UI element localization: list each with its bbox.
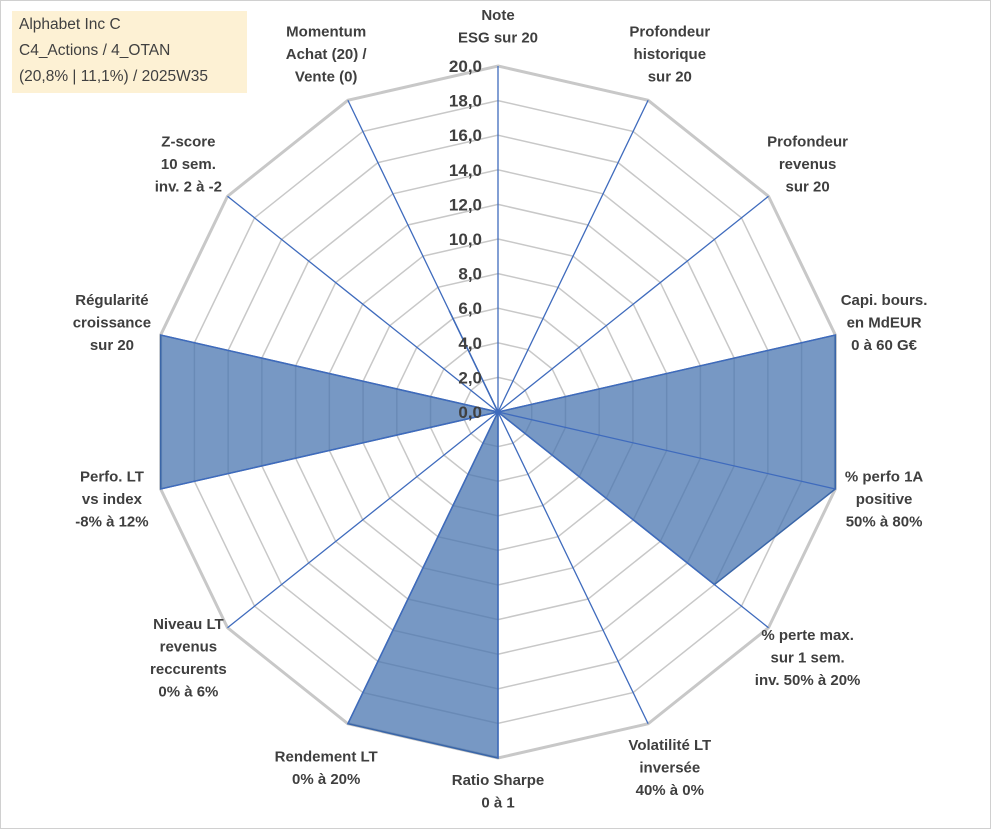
axis-label-line: revenus [779,156,837,173]
axis-label: % perte max. sur 1 sem. inv. 50% à 20% [755,627,861,689]
axis-label: Profondeur revenus sur 20 [767,133,848,195]
axis-label-line: sur 20 [648,68,692,85]
axis-label-line: inversée [639,760,700,777]
axis-label: Capi. bours. en MdEUR 0 à 60 G€ [841,292,928,354]
category-label: C4_Actions / 4_OTAN [19,42,170,60]
axis-label-line: Volatilité LT [628,737,711,754]
axis-label-line: Vente (0) [295,68,358,85]
axis-label-line: Perfo. LT [80,468,144,485]
axis-label-line: Rendement LT [275,748,378,765]
axis-label-line: Profondeur [629,23,710,40]
tick-label: 18,0 [449,92,482,111]
stock-name: Alphabet Inc C [19,16,121,34]
axis-label: Volatilité LT inversée 40% à 0% [628,737,711,799]
axis-label-line: 50% à 80% [846,513,923,530]
tick-label: 10,0 [449,230,482,249]
axis-label-line: Niveau LT [153,616,224,633]
tick-label: 20,0 [449,57,482,76]
axis-label-line: Ratio Sharpe [452,772,545,789]
axis-label-line: Momentum [286,23,366,40]
axis-label-line: positive [856,491,913,508]
axis-label-line: Profondeur [767,133,848,150]
axis-label: % perfo 1A positive 50% à 80% [845,468,924,530]
axis-label-line: Achat (20) / [286,46,368,63]
axis-label-line: Capi. bours. [841,292,928,309]
tick-label: 16,0 [449,126,482,145]
tick-label: 4,0 [458,334,482,353]
axis-label-line: 40% à 0% [636,782,704,799]
axis-label: Profondeur historique sur 20 [629,23,710,85]
axis-label-line: inv. 2 à -2 [155,178,222,195]
axis-label-line: 0 à 1 [481,795,514,812]
axis-label-line: Note [481,7,514,24]
axis-label: Z-score 10 sem. inv. 2 à -2 [155,133,222,195]
axis-label: Régularité croissance sur 20 [73,292,151,354]
axis-label-line: vs index [82,491,143,508]
axis-label-line: Régularité [75,292,148,309]
axis-label-line: sur 20 [90,337,134,354]
tick-label: 0,0 [458,403,482,422]
axis-label-line: revenus [160,638,218,655]
axis-label-line: -8% à 12% [75,513,148,530]
axis-label-line: en MdEUR [847,315,922,332]
tick-label: 2,0 [458,368,482,387]
info-box: Alphabet Inc C C4_Actions / 4_OTAN (20,8… [12,11,247,93]
tick-label: 8,0 [458,265,482,284]
axis-label: Rendement LT 0% à 20% [275,748,378,788]
tick-label: 12,0 [449,195,482,214]
axis-label-line: historique [634,46,707,63]
axis-label-line: 0% à 20% [292,771,360,788]
axis-label-line: 10 sem. [161,156,216,173]
axis-label: Niveau LT revenus reccurents 0% à 6% [150,616,227,701]
axis-label: Perfo. LT vs index -8% à 12% [75,468,148,530]
axis-label-line: croissance [73,315,151,332]
axis-label-line: 0% à 6% [158,683,218,700]
axis-label-line: Z-score [161,133,215,150]
axis-label-line: sur 1 sem. [770,650,844,667]
axis-label-line: inv. 50% à 20% [755,672,861,689]
axis-label-line: sur 20 [786,178,830,195]
axis-label: Momentum Achat (20) / Vente (0) [286,23,368,85]
axis-label: Ratio Sharpe 0 à 1 [452,772,545,812]
axis-label-line: 0 à 60 G€ [851,337,918,354]
stats-label: (20,8% | 11,1%) / 2025W35 [19,68,208,86]
axis-label: Note ESG sur 20 [458,7,538,47]
axis-label-line: reccurents [150,661,227,678]
tick-label: 6,0 [458,299,482,318]
axis-label-line: % perfo 1A [845,468,924,485]
tick-label: 14,0 [449,161,482,180]
axis-label-line: % perte max. [761,627,854,644]
axis-label-line: ESG sur 20 [458,30,538,47]
